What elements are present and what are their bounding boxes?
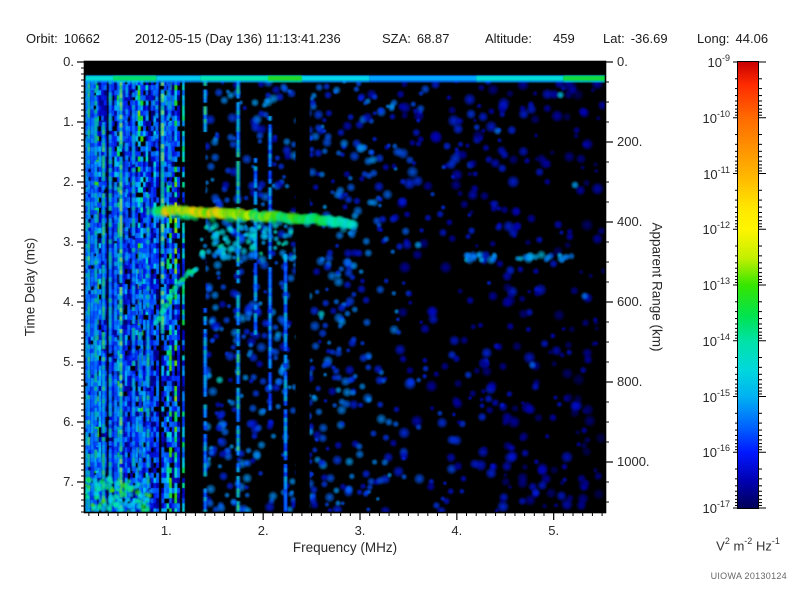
colorbar [738,62,758,508]
orbit-label: Orbit: [26,31,58,46]
y-right-tick-label: 600. [617,294,643,309]
colorbar-decade-label: 10-9 [707,52,730,71]
x-tick-label: 1. [160,523,172,538]
lat-value: -36.69 [630,31,668,46]
header-field-long: Long: 44.06 [697,31,768,47]
sza-label: SZA: [382,31,411,46]
long-value: 44.06 [735,31,769,46]
credit-text: UIOWA 20130124 [710,571,787,581]
y-right-tick-label: 0. [617,54,628,69]
x-tick-label: 5. [548,523,560,538]
colorbar-decade-label: 10-15 [702,387,730,405]
y-axis-left-title: Time Delay (ms) [22,237,38,337]
y-axis-right-title: Apparent Range (km) [649,222,665,352]
altitude-value: 459 [552,31,575,46]
spectrogram-canvas [85,62,605,512]
x-axis-title: Frequency (MHz) [292,540,398,555]
colorbar-decade-label: 10-10 [702,108,730,126]
y-right-tick-label: 800. [617,374,643,389]
header-field-orbit: Orbit: 10662 [26,31,100,47]
header-field-datetime: 2012-05-15 (Day 136) 11:13:41.236 [135,31,341,47]
colorbar-units-label: V2 m-2 Hz-1 [716,536,780,554]
header-field-lat: Lat: -36.69 [603,31,668,47]
y-left-tick-label: 4. [63,294,74,309]
x-tick-label: 2. [257,523,269,538]
colorbar-decade-label: 10-13 [702,275,730,294]
colorbar-decade-label: 10-16 [702,443,730,461]
y-right-tick-label: 400. [617,214,643,229]
sza-value: 68.87 [416,31,450,46]
header-field-altitude: Altitude: 459 [485,31,575,47]
y-left-tick-label: 1. [63,114,74,129]
y-right-tick-label: 200. [617,134,643,149]
colorbar-decade-label: 10-12 [702,220,730,238]
lat-label: Lat: [603,31,625,46]
x-tick-label: 3. [354,523,366,538]
header-field-sza: SZA: 68.87 [382,31,449,47]
y-left-tick-label: 7. [63,474,74,489]
orbit-value: 10662 [63,31,100,46]
altitude-label: Altitude: [485,31,532,46]
y-left-tick-label: 6. [63,414,74,429]
colorbar-decade-label: 10-14 [702,331,730,349]
long-label: Long: [697,31,730,46]
colorbar-decade-label: 10-11 [703,164,730,182]
y-left-tick-label: 0. [63,54,74,69]
y-left-tick-label: 3. [63,234,74,249]
y-right-tick-label: 1000. [617,454,650,469]
x-tick-label: 4. [451,523,463,538]
datetime-value: 2012-05-15 (Day 136) 11:13:41.236 [135,31,341,46]
y-left-tick-label: 5. [63,354,74,369]
y-left-tick-label: 2. [63,174,74,189]
colorbar-decade-label: 10-17 [702,498,730,517]
